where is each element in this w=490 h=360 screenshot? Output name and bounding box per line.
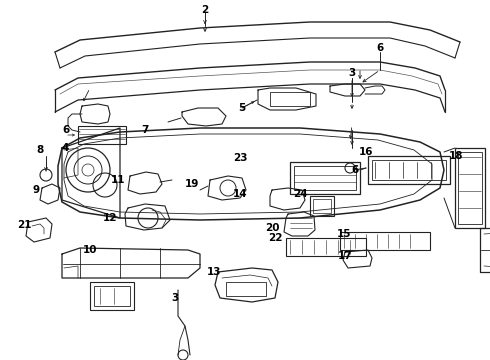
Text: 3: 3 — [172, 293, 179, 303]
Text: 24: 24 — [293, 189, 307, 199]
Text: 3: 3 — [348, 68, 356, 78]
Bar — [368, 156, 450, 184]
Text: 7: 7 — [141, 125, 148, 135]
Bar — [455, 148, 485, 228]
Text: 15: 15 — [337, 229, 351, 239]
Bar — [310, 196, 334, 216]
Text: 14: 14 — [233, 189, 247, 199]
Text: 18: 18 — [449, 151, 463, 161]
Text: 23: 23 — [233, 153, 247, 163]
Text: 12: 12 — [103, 213, 117, 223]
Text: 5: 5 — [238, 103, 245, 113]
Bar — [372, 160, 446, 180]
Text: 20: 20 — [265, 223, 279, 233]
Text: 6: 6 — [351, 165, 359, 175]
Text: 10: 10 — [83, 245, 97, 255]
Text: 6: 6 — [376, 43, 384, 53]
Text: 2: 2 — [201, 5, 209, 15]
Text: 9: 9 — [32, 185, 40, 195]
Bar — [294, 166, 356, 190]
Text: 13: 13 — [207, 267, 221, 277]
Bar — [226, 282, 266, 296]
Bar — [94, 286, 130, 306]
Text: 21: 21 — [17, 220, 31, 230]
Bar — [290, 162, 360, 194]
Bar — [458, 152, 482, 224]
Bar — [313, 199, 331, 213]
Bar — [78, 126, 126, 144]
Bar — [270, 92, 310, 106]
Text: 19: 19 — [185, 179, 199, 189]
Text: 11: 11 — [111, 175, 125, 185]
Bar — [340, 232, 430, 250]
Bar — [90, 282, 134, 310]
Text: 8: 8 — [36, 145, 44, 155]
Text: 6: 6 — [62, 125, 70, 135]
Text: 22: 22 — [268, 233, 282, 243]
Text: 16: 16 — [359, 147, 373, 157]
Text: 4: 4 — [61, 143, 69, 153]
Text: 17: 17 — [338, 251, 352, 261]
Bar — [286, 238, 366, 256]
